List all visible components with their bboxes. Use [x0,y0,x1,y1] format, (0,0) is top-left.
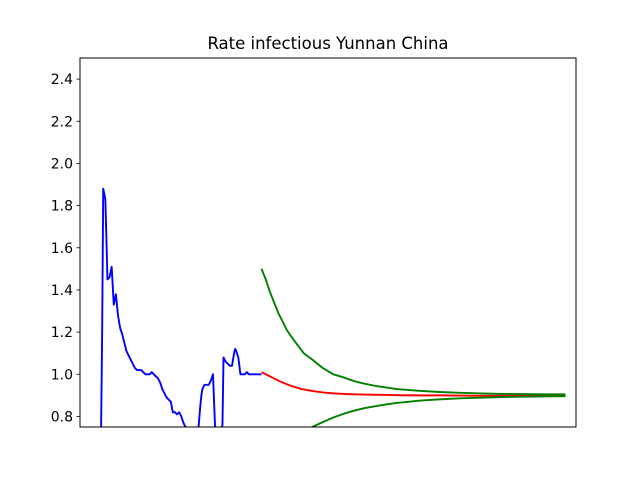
y-tick-label: 2.4 [51,72,73,88]
y-tick-label: 2.0 [51,156,73,172]
series-group [100,187,566,427]
y-tick-label: 0.8 [51,409,73,425]
y-tick-label: 1.6 [51,241,73,257]
y-tick-label: 1.0 [51,367,73,383]
series-line-4 [311,395,566,427]
y-tick-label: 1.8 [51,199,73,215]
series-line-3 [260,268,566,396]
y-tick-label: 1.2 [51,325,73,341]
series-line-1 [100,187,262,427]
y-axis: 0.8 1.0 1.2 1.4 1.6 1.8 2.0 2.2 2.4 [51,72,80,425]
plot-frame [79,57,577,428]
chart-title: Rate infectious Yunnan China [207,34,448,53]
series-line-2 [261,371,566,397]
y-tick-label: 1.4 [51,283,73,299]
y-tick-label: 2.2 [51,114,73,130]
